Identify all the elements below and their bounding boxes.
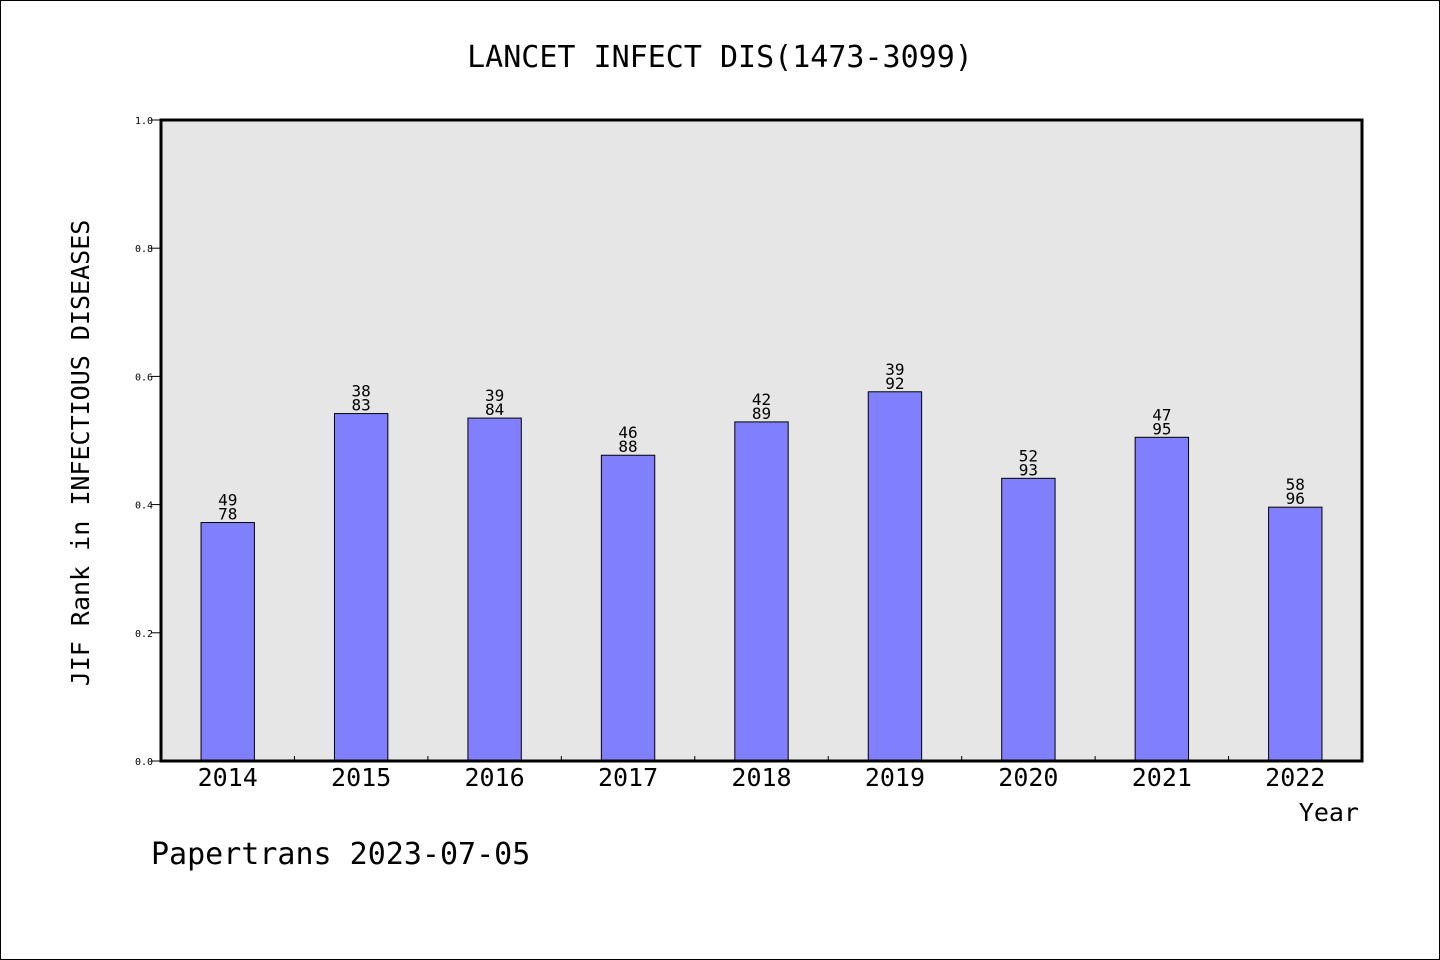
x-tick-label: 2014 [198, 763, 258, 792]
bar-rank-label: 39 [885, 360, 904, 379]
y-tick-label: 0.2 [135, 629, 153, 640]
y-tick-label: 0.8 [135, 244, 153, 255]
bar-rank-label: 46 [618, 423, 637, 442]
bar-total-label: 78 [218, 505, 237, 524]
bar-rank-label: 39 [485, 386, 504, 405]
bar-total-label: 88 [618, 437, 637, 456]
x-tick-label: 2016 [465, 763, 525, 792]
bar-2016 [467, 417, 522, 762]
bar-rank-label: 38 [352, 382, 371, 401]
bar-total-label: 84 [485, 400, 504, 419]
bar-2015 [333, 413, 389, 762]
bar-total-label: 89 [752, 404, 771, 423]
x-tick-label: 2017 [598, 763, 658, 792]
y-axis-label: JIF Rank in INFECTIOUS DISEASES [66, 220, 95, 687]
y-tick-label: 0.6 [135, 372, 153, 383]
y-axis-ticks: 0.0 0.2 0.4 0.6 0.8 1.0 [135, 116, 161, 768]
bar-rank-label: 58 [1286, 475, 1305, 494]
x-tick-label: 2022 [1265, 763, 1325, 792]
x-axis-label: Year [1299, 798, 1359, 827]
x-tick-label: 2018 [731, 763, 791, 792]
bars [200, 391, 1323, 762]
bar-rank-label: 49 [218, 491, 237, 510]
x-tick-label: 2020 [998, 763, 1058, 792]
bar-total-label: 83 [352, 396, 371, 415]
plot-border [159, 118, 1364, 763]
bar-2021 [1134, 436, 1190, 762]
bar-total-label: 95 [1152, 419, 1171, 438]
x-tick-label: 2015 [331, 763, 391, 792]
x-axis-ticks: 2014 2015 2016 2017 2018 2019 2020 2021 2022 [198, 756, 1325, 792]
y-tick-label: 0.4 [135, 501, 153, 512]
bar-2017 [600, 454, 656, 762]
x-tick-label: 2021 [1132, 763, 1192, 792]
chart-title: LANCET INFECT DIS(1473-3099) [467, 40, 973, 75]
bar-2014 [200, 522, 255, 762]
y-tick-label: 1.0 [135, 116, 153, 127]
bar-total-label: 92 [885, 374, 904, 393]
bar-2020 [1001, 477, 1056, 762]
x-tick-label: 2019 [865, 763, 925, 792]
bar-2022 [1268, 506, 1323, 762]
bar-rank-label: 42 [752, 390, 771, 409]
bar-2019 [867, 391, 923, 762]
bar-rank-label: 47 [1152, 405, 1171, 424]
bar-total-label: 93 [1019, 460, 1038, 479]
bar-rank-label: 52 [1019, 446, 1038, 465]
footer-credit: Papertrans 2023-07-05 [151, 837, 530, 872]
y-tick-label: 0.0 [135, 757, 153, 768]
bar-total-label: 96 [1286, 489, 1305, 508]
bar-2018 [734, 421, 789, 762]
